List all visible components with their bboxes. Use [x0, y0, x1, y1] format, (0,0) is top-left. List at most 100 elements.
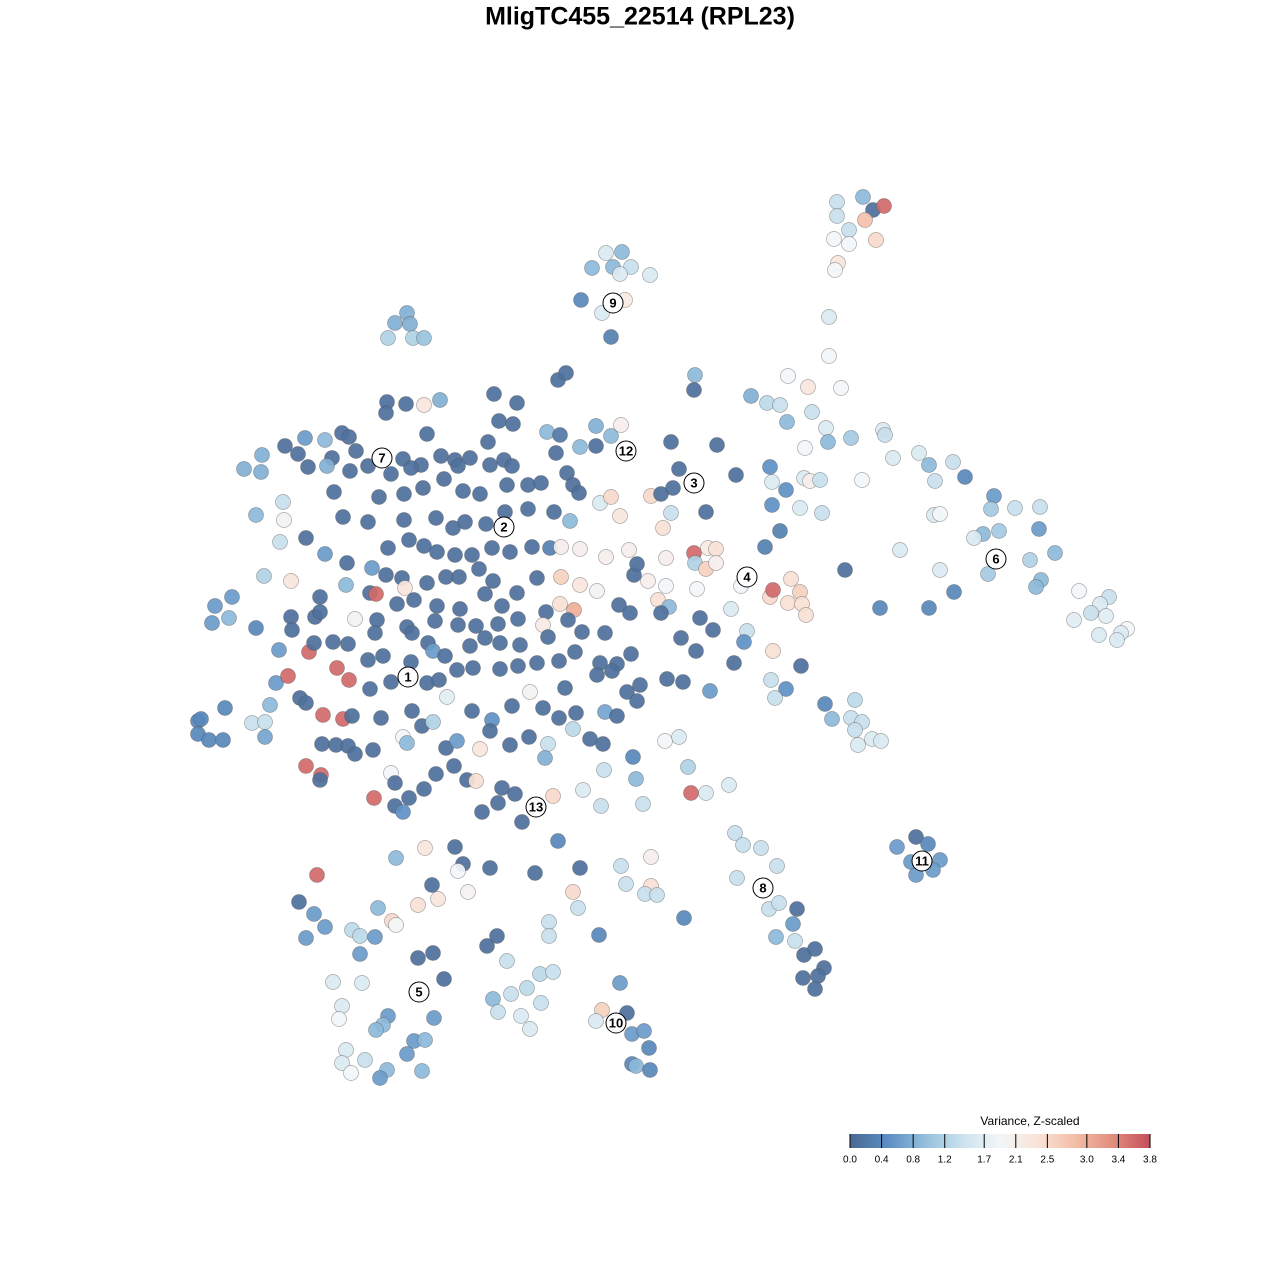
cluster-label-badge [683, 472, 705, 494]
point [395, 804, 411, 820]
point [680, 759, 696, 775]
point [248, 507, 264, 523]
point [772, 523, 788, 539]
point [380, 540, 396, 556]
point [855, 189, 871, 205]
point [312, 589, 328, 605]
point [735, 837, 751, 853]
point [552, 596, 568, 612]
point [509, 585, 525, 601]
point [314, 736, 330, 752]
point [629, 693, 645, 709]
point [494, 598, 510, 614]
point [451, 569, 467, 585]
point [257, 729, 273, 745]
point [430, 891, 446, 907]
point [396, 512, 412, 528]
point [588, 1013, 604, 1029]
chart-title: MligTC455_22514 (RPL23) [485, 3, 795, 31]
point [877, 427, 893, 443]
point [872, 600, 888, 616]
point [398, 396, 414, 412]
point [1028, 579, 1044, 595]
point [946, 584, 962, 600]
point [364, 560, 380, 576]
cluster-label: 1 [397, 666, 419, 688]
point [665, 480, 681, 496]
point [570, 900, 586, 916]
cluster-label: 3 [683, 472, 705, 494]
point [419, 426, 435, 442]
point [368, 1022, 384, 1038]
point [927, 473, 943, 489]
point [268, 675, 284, 691]
point [334, 1055, 350, 1071]
point [360, 514, 376, 530]
point [688, 643, 704, 659]
point [449, 733, 465, 749]
point [837, 562, 853, 578]
point [541, 914, 557, 930]
point [486, 386, 502, 402]
point [527, 865, 543, 881]
point [557, 680, 573, 696]
point [529, 570, 545, 586]
colorbar-tick-label: 1.2 [938, 1155, 952, 1166]
point [490, 616, 506, 632]
point [572, 541, 588, 557]
point [494, 780, 510, 796]
point [787, 933, 803, 949]
point [619, 684, 635, 700]
point [503, 986, 519, 1002]
point [1032, 499, 1048, 515]
point [562, 513, 578, 529]
cluster-label-text: 12 [619, 443, 633, 458]
point [966, 530, 982, 546]
point [387, 315, 403, 331]
point [892, 542, 908, 558]
point [1071, 583, 1087, 599]
point [383, 674, 399, 690]
point [457, 514, 473, 530]
point [447, 839, 463, 855]
point [490, 1004, 506, 1020]
point [546, 504, 562, 520]
point [404, 625, 420, 641]
point [510, 611, 526, 627]
point [309, 867, 325, 883]
point [474, 804, 490, 820]
point [589, 583, 605, 599]
cluster-label: 9 [602, 292, 624, 314]
point [416, 397, 432, 413]
point [532, 966, 548, 982]
point [768, 929, 784, 945]
cluster-label-badge [605, 1012, 627, 1034]
point [236, 461, 252, 477]
point [541, 928, 557, 944]
point [387, 775, 403, 791]
point [850, 737, 866, 753]
point [759, 395, 775, 411]
point [1083, 605, 1099, 621]
cluster-label-text: 7 [378, 450, 385, 465]
point [521, 729, 537, 745]
point [603, 329, 619, 345]
point [765, 643, 781, 659]
point [551, 653, 567, 669]
point [352, 928, 368, 944]
point [812, 472, 828, 488]
point [499, 953, 515, 969]
point [325, 634, 341, 650]
point [847, 722, 863, 738]
point [921, 457, 937, 473]
point [551, 710, 567, 726]
point [1109, 632, 1125, 648]
point [763, 672, 779, 688]
point [397, 580, 413, 596]
point [783, 571, 799, 587]
point [472, 486, 488, 502]
point [432, 392, 448, 408]
cluster-label-badge [408, 981, 430, 1003]
point [326, 484, 342, 500]
point [640, 573, 656, 589]
